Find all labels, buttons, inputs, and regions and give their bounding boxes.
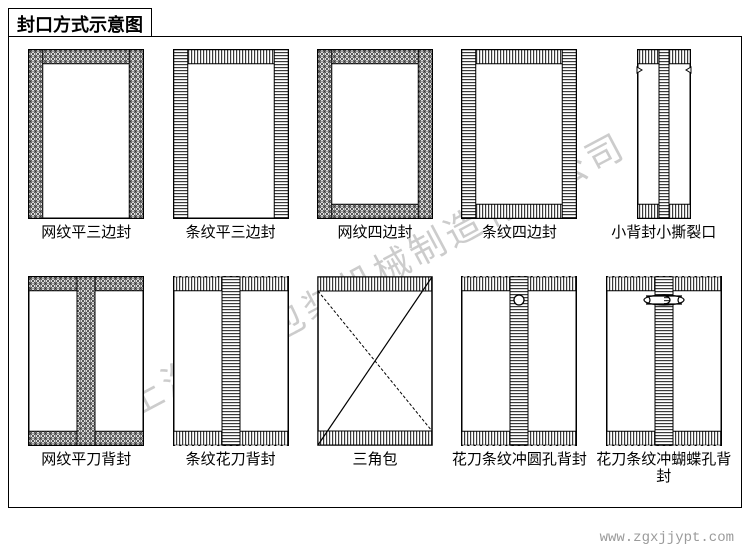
package-flower-stripe-butterflyhole-back: 花刀条纹冲蝴蝶孔背封 bbox=[595, 276, 733, 499]
package-label: 条纹花刀背封 bbox=[186, 452, 276, 469]
package-triangle-pack: 三角包 bbox=[306, 276, 444, 499]
package-flower-stripe-roundhole-back: 花刀条纹冲圆孔背封 bbox=[450, 276, 588, 499]
package-label: 花刀条纹冲圆孔背封 bbox=[452, 452, 587, 469]
package-stripe-4side: 条纹四边封 bbox=[450, 49, 588, 272]
main-frame: 上海亭城包装机械制造有限公司 网纹平三边封 条纹平三边 bbox=[8, 36, 742, 508]
package-drawing bbox=[173, 49, 289, 219]
package-label: 小背封小撕裂口 bbox=[611, 225, 716, 242]
package-drawing bbox=[606, 49, 722, 219]
package-drawing bbox=[317, 276, 433, 446]
package-drawing bbox=[461, 276, 577, 446]
package-mesh-flat-3side: 网纹平三边封 bbox=[17, 49, 155, 272]
package-stripe-flower-back: 条纹花刀背封 bbox=[161, 276, 299, 499]
package-grid: 网纹平三边封 条纹平三边封 网纹四边封 bbox=[17, 49, 733, 499]
package-label: 条纹平三边封 bbox=[186, 225, 276, 242]
package-stripe-flat-3side: 条纹平三边封 bbox=[161, 49, 299, 272]
package-label: 网纹平三边封 bbox=[41, 225, 131, 242]
package-small-back-tear: 小背封小撕裂口 bbox=[595, 49, 733, 272]
package-drawing bbox=[173, 276, 289, 446]
package-label: 网纹四边封 bbox=[337, 225, 412, 242]
package-drawing bbox=[461, 49, 577, 219]
package-label: 条纹四边封 bbox=[482, 225, 557, 242]
package-drawing bbox=[28, 49, 144, 219]
footer-url: www.zgxjjypt.com bbox=[600, 530, 734, 546]
package-drawing bbox=[28, 276, 144, 446]
package-drawing bbox=[317, 49, 433, 219]
package-label: 网纹平刀背封 bbox=[41, 452, 131, 469]
package-label: 花刀条纹冲蝴蝶孔背封 bbox=[595, 452, 733, 485]
package-drawing bbox=[606, 276, 722, 446]
package-mesh-4side: 网纹四边封 bbox=[306, 49, 444, 272]
package-label: 三角包 bbox=[352, 452, 397, 469]
package-mesh-flat-back: 网纹平刀背封 bbox=[17, 276, 155, 499]
